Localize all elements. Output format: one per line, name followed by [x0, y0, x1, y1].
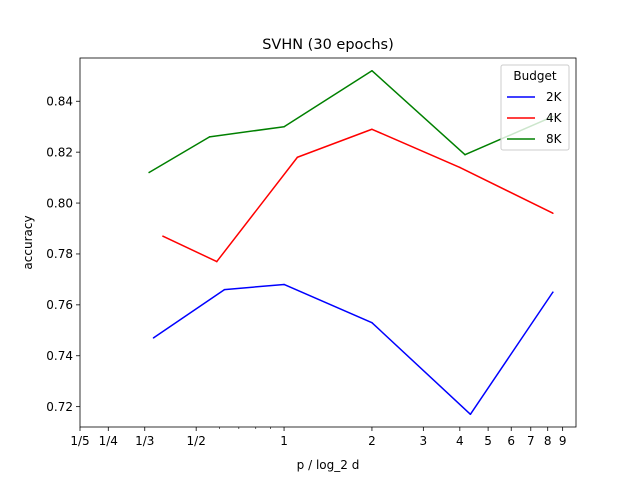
ticks-layer: 1/5 1/4 1/3 1/2 1 2 3 4 5 6 7 8 9 0.72 0.74 0.76 0.78 0.8… — [46, 94, 566, 448]
series-8k-point-4 — [464, 153, 466, 156]
series-4k-point-1 — [216, 260, 218, 263]
y-tick-label-0: 0.72 — [46, 400, 73, 414]
series-8k-point-2 — [283, 125, 285, 128]
series-line-8k — [148, 69, 554, 174]
series-2k-point-4 — [469, 413, 472, 416]
series-2k-point-2 — [283, 283, 285, 286]
x-tick-label-4: 1 — [280, 434, 288, 448]
y-tick-label-5: 0.82 — [46, 145, 73, 159]
chart-title: SVHN (30 epochs) — [262, 37, 394, 53]
series-2k-point-0 — [152, 337, 155, 339]
series-4k-point-2 — [296, 156, 299, 158]
x-tick-label-8: 5 — [484, 434, 492, 448]
y-tick-label-4: 0.80 — [46, 196, 73, 210]
x-tick-label-7: 4 — [456, 434, 464, 448]
legend-label-8k: 8K — [546, 132, 563, 146]
plot-frame — [79, 57, 577, 428]
series-8k-point-0 — [148, 171, 150, 174]
series-line-4k — [162, 128, 554, 263]
x-tick-label-10: 7 — [527, 434, 535, 448]
series-2k-point-5 — [552, 291, 554, 293]
y-tick-label-2: 0.76 — [46, 298, 73, 312]
x-tick-label-12: 9 — [559, 434, 567, 448]
legend: Budget 2K 4K 8K — [500, 64, 570, 151]
series-line-2k — [153, 283, 554, 416]
legend-title: Budget — [513, 69, 556, 83]
series-layer — [148, 69, 554, 416]
series-4k-point-5 — [552, 212, 554, 214]
y-tick-label-6: 0.84 — [46, 94, 73, 108]
series-2k-point-3 — [371, 321, 373, 324]
series-4k-point-3 — [371, 128, 373, 131]
y-tick-label-3: 0.78 — [46, 247, 73, 261]
series-4k-point-0 — [162, 235, 164, 237]
y-axis-label: accuracy — [21, 215, 35, 269]
y-tick-label-1: 0.74 — [46, 349, 73, 363]
x-tick-label-0: 1/5 — [70, 434, 89, 448]
series-2k-point-1 — [223, 288, 226, 291]
x-tick-label-1: 1/4 — [99, 434, 118, 448]
x-axis-label: p / log_2 d — [297, 458, 360, 472]
x-tick-label-6: 3 — [420, 434, 428, 448]
legend-label-2k: 2K — [546, 90, 563, 104]
series-8k-point-3 — [371, 69, 373, 72]
series-8k-point-1 — [208, 136, 211, 138]
x-tick-label-11: 8 — [544, 434, 552, 448]
x-tick-label-2: 1/3 — [135, 434, 154, 448]
x-tick-label-9: 6 — [507, 434, 515, 448]
series-4k-point-4 — [459, 166, 461, 169]
legend-label-4k: 4K — [546, 111, 563, 125]
legend-box — [500, 64, 570, 151]
x-tick-label-3: 1/2 — [187, 434, 206, 448]
x-tick-label-5: 2 — [368, 434, 376, 448]
